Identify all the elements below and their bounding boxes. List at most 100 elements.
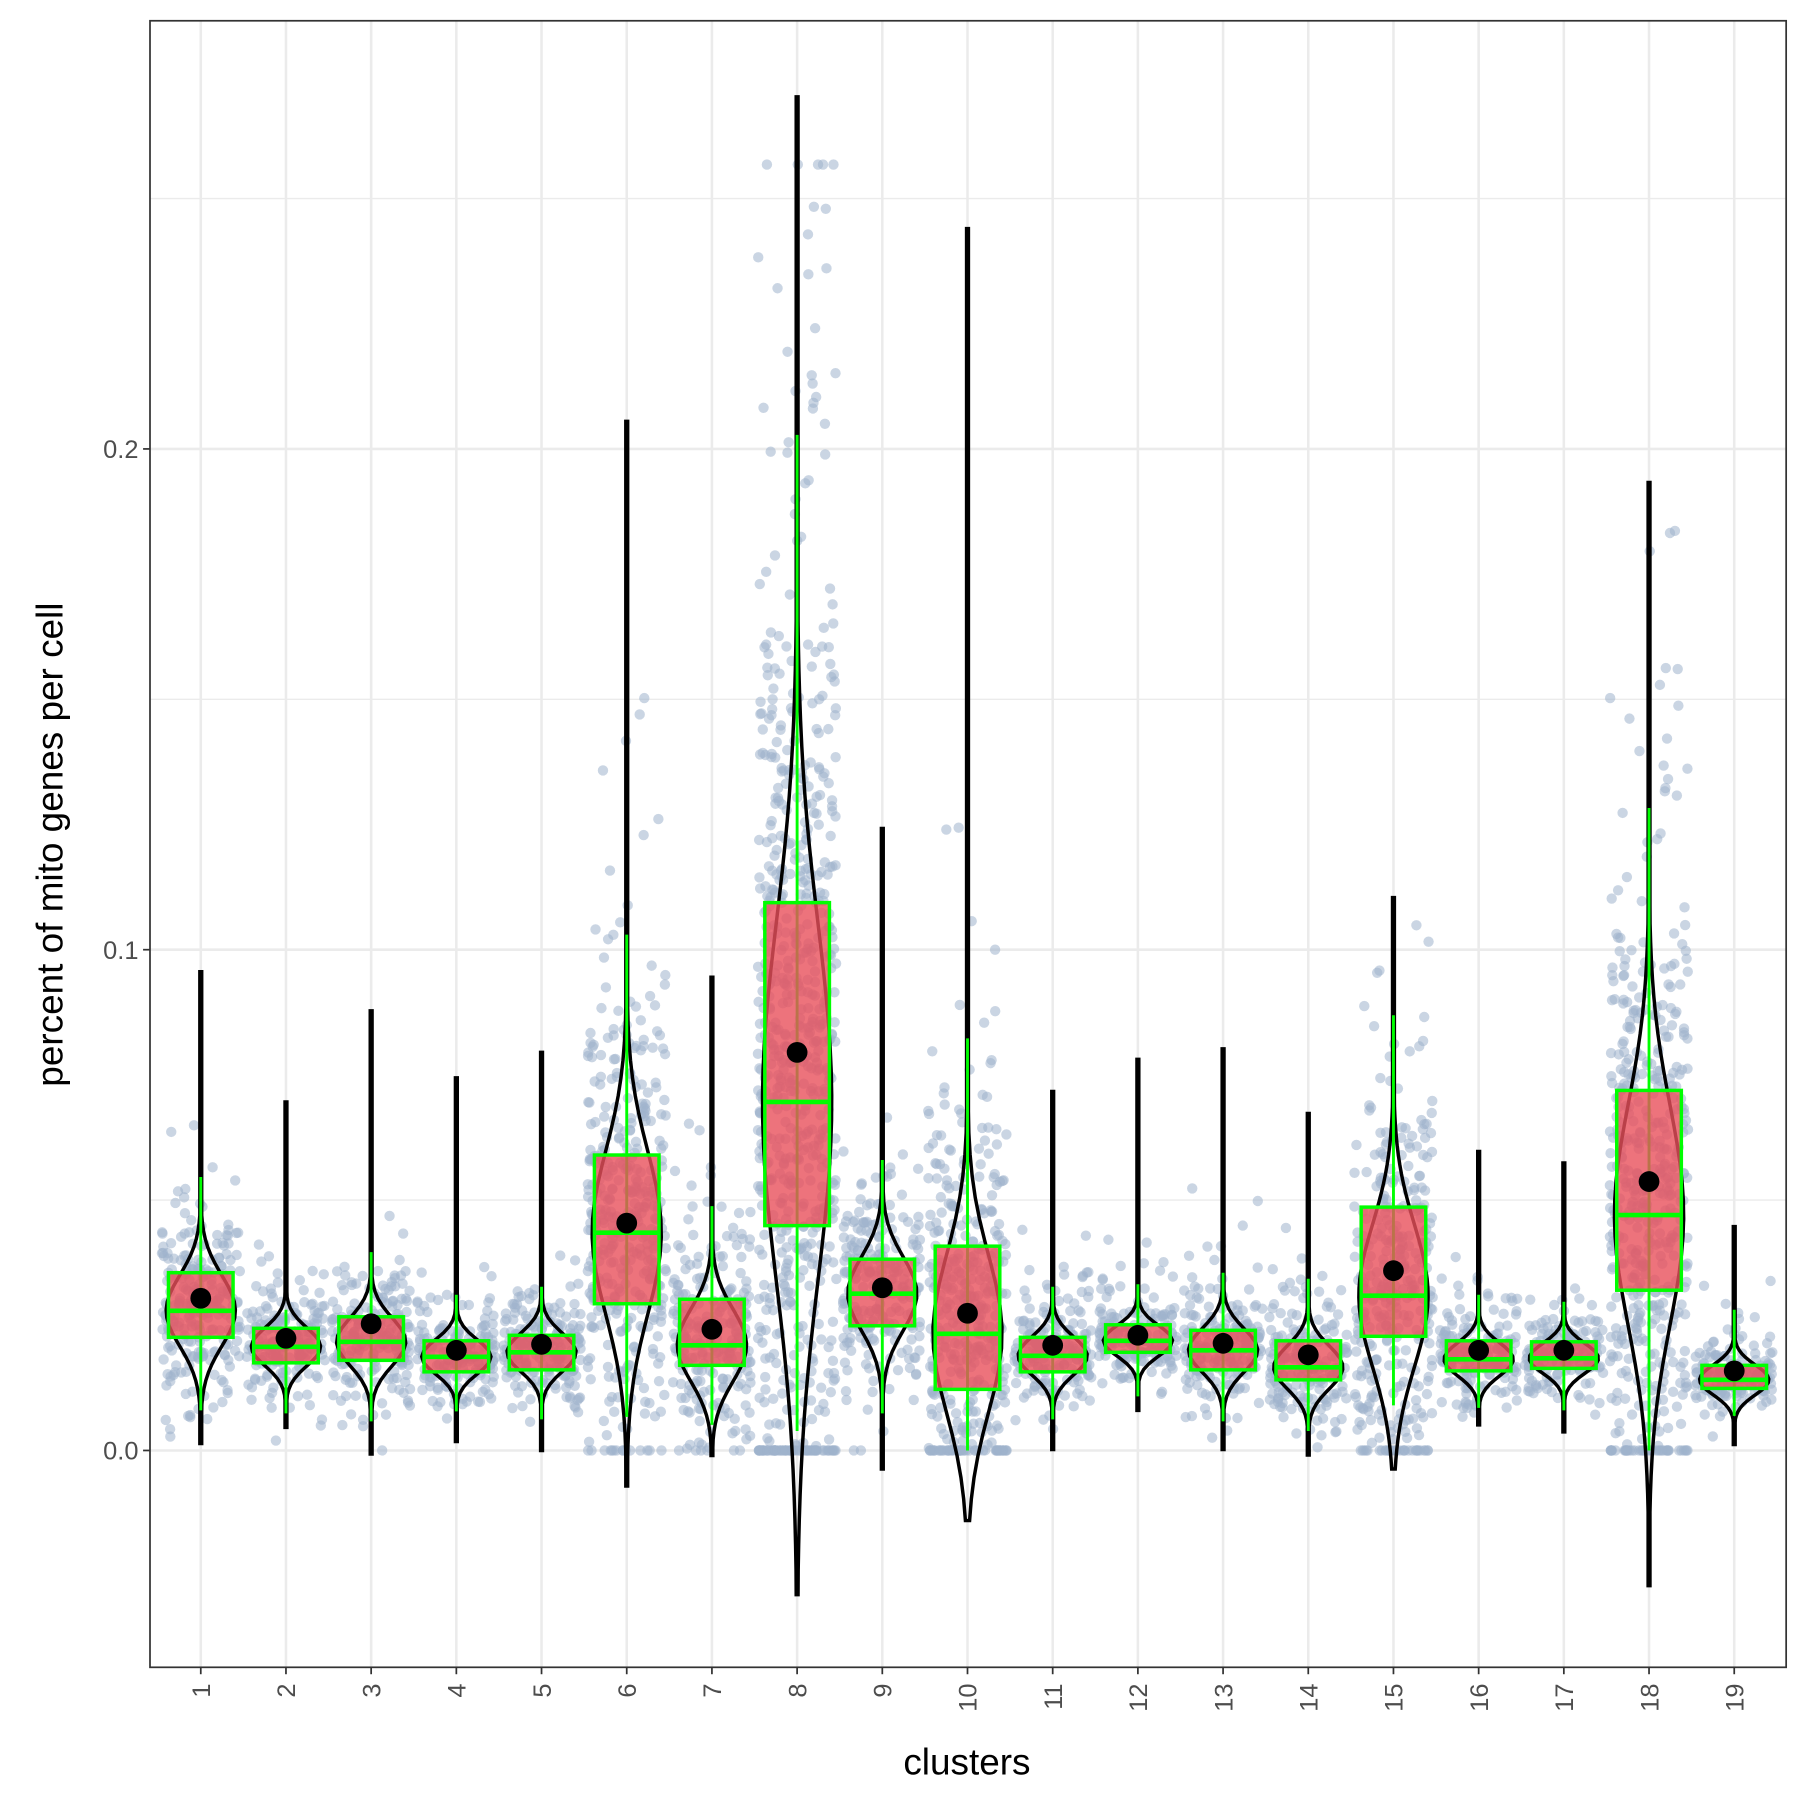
- jitter-point: [1355, 1402, 1366, 1413]
- jitter-point: [1590, 1409, 1601, 1420]
- jitter-point: [910, 1352, 921, 1364]
- jitter-point: [923, 1173, 934, 1184]
- jitter-point: [1426, 1146, 1438, 1158]
- jitter-point: [1766, 1394, 1777, 1405]
- jitter-point: [829, 1373, 841, 1385]
- jitter-point: [208, 1402, 219, 1413]
- jitter-point: [769, 550, 781, 561]
- jitter-point: [1426, 1408, 1438, 1419]
- jitter-point: [1351, 1346, 1362, 1357]
- jitter-point: [1667, 1386, 1679, 1398]
- jitter-point: [896, 1189, 908, 1200]
- jitter-point: [487, 1318, 498, 1330]
- jitter-point: [638, 829, 649, 841]
- jitter-point: [1620, 1365, 1632, 1377]
- jitter-point: [412, 1296, 423, 1307]
- jitter-point: [1511, 1395, 1523, 1406]
- jitter-point: [216, 1374, 227, 1386]
- jitter-point: [402, 1397, 414, 1408]
- jitter-point: [336, 1280, 348, 1291]
- jitter-point: [644, 990, 656, 1002]
- jitter-point: [1604, 1180, 1616, 1191]
- jitter-point: [717, 1373, 728, 1384]
- jitter-point: [1500, 1293, 1511, 1304]
- jitter-point: [760, 566, 772, 578]
- jitter-point: [908, 1394, 919, 1406]
- jitter-point: [1204, 1283, 1216, 1294]
- jitter-point: [762, 662, 773, 673]
- jitter-point: [315, 1420, 327, 1431]
- jitter-point: [1421, 1118, 1432, 1130]
- jitter-point: [861, 1200, 873, 1211]
- jitter-point: [1381, 1194, 1392, 1205]
- jitter-point: [1678, 1023, 1690, 1034]
- jitter-point: [776, 1247, 787, 1258]
- jitter-point: [1419, 1445, 1430, 1456]
- jitter-point: [1278, 1412, 1289, 1423]
- jitter-point: [1619, 1393, 1631, 1404]
- jitter-point: [1359, 1000, 1370, 1012]
- jitter-point: [590, 1116, 601, 1128]
- jitter-point: [1673, 1307, 1684, 1318]
- jitter-point: [974, 1171, 985, 1182]
- jitter-point: [1597, 1324, 1608, 1336]
- jitter-point: [954, 999, 965, 1011]
- jitter-point: [1524, 1320, 1535, 1332]
- jitter-point: [207, 1162, 218, 1173]
- jitter-point: [589, 1076, 600, 1087]
- jitter-point: [1748, 1340, 1760, 1351]
- jitter-point: [660, 1110, 671, 1121]
- jitter-point: [1606, 1264, 1618, 1275]
- jitter-point: [758, 402, 769, 413]
- jitter-point: [735, 1267, 746, 1279]
- jitter-point: [1698, 1280, 1710, 1291]
- jitter-point: [394, 1254, 405, 1266]
- jitter-point: [741, 1276, 752, 1287]
- jitter-point: [1411, 920, 1422, 931]
- jitter-point: [884, 1199, 896, 1211]
- jitter-point: [1488, 1304, 1499, 1315]
- jitter-point: [1594, 1397, 1605, 1409]
- jitter-point: [676, 1392, 687, 1404]
- jitter-point: [1457, 1411, 1468, 1422]
- jitter-point: [765, 446, 776, 457]
- jitter-point: [1666, 1020, 1678, 1031]
- jitter-point: [1068, 1401, 1079, 1412]
- jitter-point: [585, 1374, 596, 1385]
- jitter-point: [653, 813, 664, 825]
- jitter-point: [395, 1270, 407, 1281]
- jitter-point: [1154, 1265, 1166, 1276]
- jitter-point: [783, 437, 794, 448]
- jitter-point: [828, 159, 839, 170]
- jitter-point: [1341, 1393, 1352, 1404]
- jitter-point: [892, 1364, 904, 1376]
- jitter-point: [1018, 1315, 1030, 1326]
- jitter-point: [509, 1380, 521, 1391]
- jitter-point: [807, 378, 818, 389]
- jitter-point: [927, 1046, 938, 1057]
- jitter-point: [380, 1409, 392, 1420]
- jitter-point: [574, 1392, 586, 1403]
- jitter-point: [1764, 1331, 1776, 1342]
- jitter-point: [1676, 1445, 1687, 1456]
- jitter-point: [598, 952, 610, 963]
- jitter-point: [1675, 979, 1686, 990]
- jitter-point: [1397, 1358, 1408, 1369]
- jitter-point: [765, 892, 776, 903]
- jitter-point: [1621, 1057, 1632, 1068]
- jitter-point: [1440, 1330, 1451, 1342]
- jitter-point: [1681, 1381, 1693, 1392]
- jitter-point: [1490, 1384, 1501, 1396]
- jitter-point: [230, 1175, 241, 1186]
- jitter-point: [319, 1354, 331, 1366]
- jitter-point: [825, 1387, 837, 1398]
- jitter-point: [615, 917, 626, 928]
- jitter-point: [1209, 1254, 1220, 1266]
- jitter-point: [1183, 1250, 1195, 1261]
- jitter-point: [638, 1382, 650, 1394]
- jitter-point: [307, 1265, 318, 1277]
- jitter-point: [1500, 1386, 1511, 1397]
- jitter-point: [742, 1365, 753, 1377]
- jitter-point: [777, 1445, 789, 1456]
- jitter-point: [1265, 1324, 1277, 1336]
